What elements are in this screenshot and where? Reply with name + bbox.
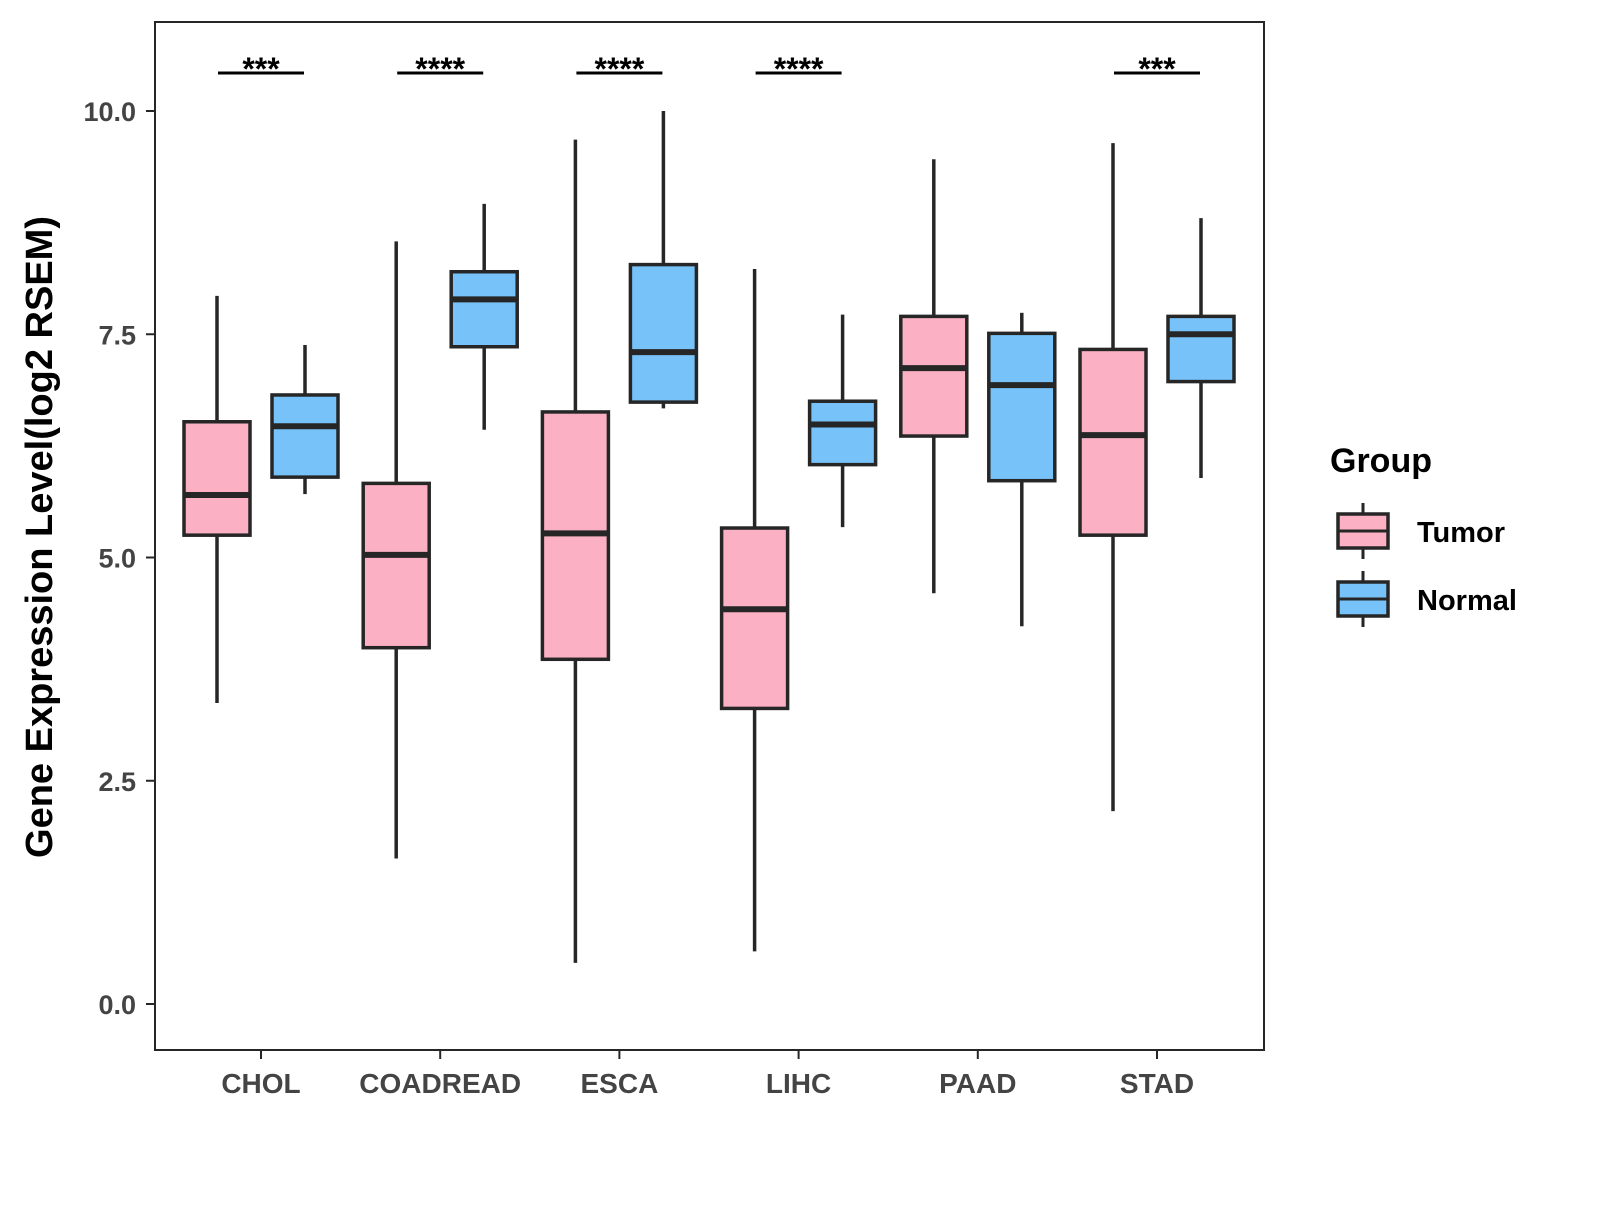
legend-label-tumor: Tumor bbox=[1417, 517, 1505, 549]
significance-stars: **** bbox=[415, 51, 465, 87]
box-normal-chol bbox=[270, 393, 340, 479]
legend-title: Group bbox=[1330, 442, 1432, 480]
y-tick-label: 10.0 bbox=[83, 97, 136, 127]
x-axis: CHOL COADREAD ESCA LIHC PAAD STAD bbox=[221, 1050, 1194, 1099]
y-axis-label: Gene Expression Level(log2 RSEM) bbox=[19, 216, 61, 858]
significance-stars: *** bbox=[1138, 51, 1176, 87]
significance-annotations: *** **** **** **** *** bbox=[218, 51, 1200, 87]
legend-label-normal: Normal bbox=[1417, 585, 1517, 617]
y-axis: 0.0 2.5 5.0 7.5 10.0 bbox=[83, 97, 155, 1020]
box-normal-esca bbox=[628, 262, 699, 404]
x-tick-label: LIHC bbox=[766, 1068, 831, 1099]
significance-stars: *** bbox=[242, 51, 280, 87]
x-tick-label: ESCA bbox=[581, 1068, 659, 1099]
y-tick-label: 7.5 bbox=[98, 320, 136, 350]
box-tumor-coadread bbox=[361, 481, 431, 650]
significance-stars: **** bbox=[774, 51, 824, 87]
box-tumor-paad bbox=[899, 314, 969, 438]
x-tick-label: PAAD bbox=[939, 1068, 1016, 1099]
box-normal-coadread bbox=[449, 269, 519, 349]
boxes bbox=[182, 111, 1236, 963]
box-tumor-chol bbox=[182, 420, 252, 537]
box-normal-stad bbox=[1166, 314, 1236, 384]
box-tumor-stad bbox=[1078, 347, 1148, 537]
box-normal-lihc bbox=[807, 399, 878, 467]
significance-stars: **** bbox=[594, 51, 644, 87]
box-normal-paad bbox=[987, 331, 1057, 483]
box-tumor-lihc bbox=[719, 526, 790, 711]
legend: Group Tumor Normal bbox=[1330, 442, 1517, 627]
y-tick-label: 0.0 bbox=[98, 990, 136, 1020]
y-tick-label: 5.0 bbox=[98, 544, 136, 574]
x-tick-label: COADREAD bbox=[359, 1068, 521, 1099]
x-tick-label: STAD bbox=[1120, 1068, 1194, 1099]
x-tick-label: CHOL bbox=[221, 1068, 300, 1099]
y-tick-label: 2.5 bbox=[98, 767, 136, 797]
